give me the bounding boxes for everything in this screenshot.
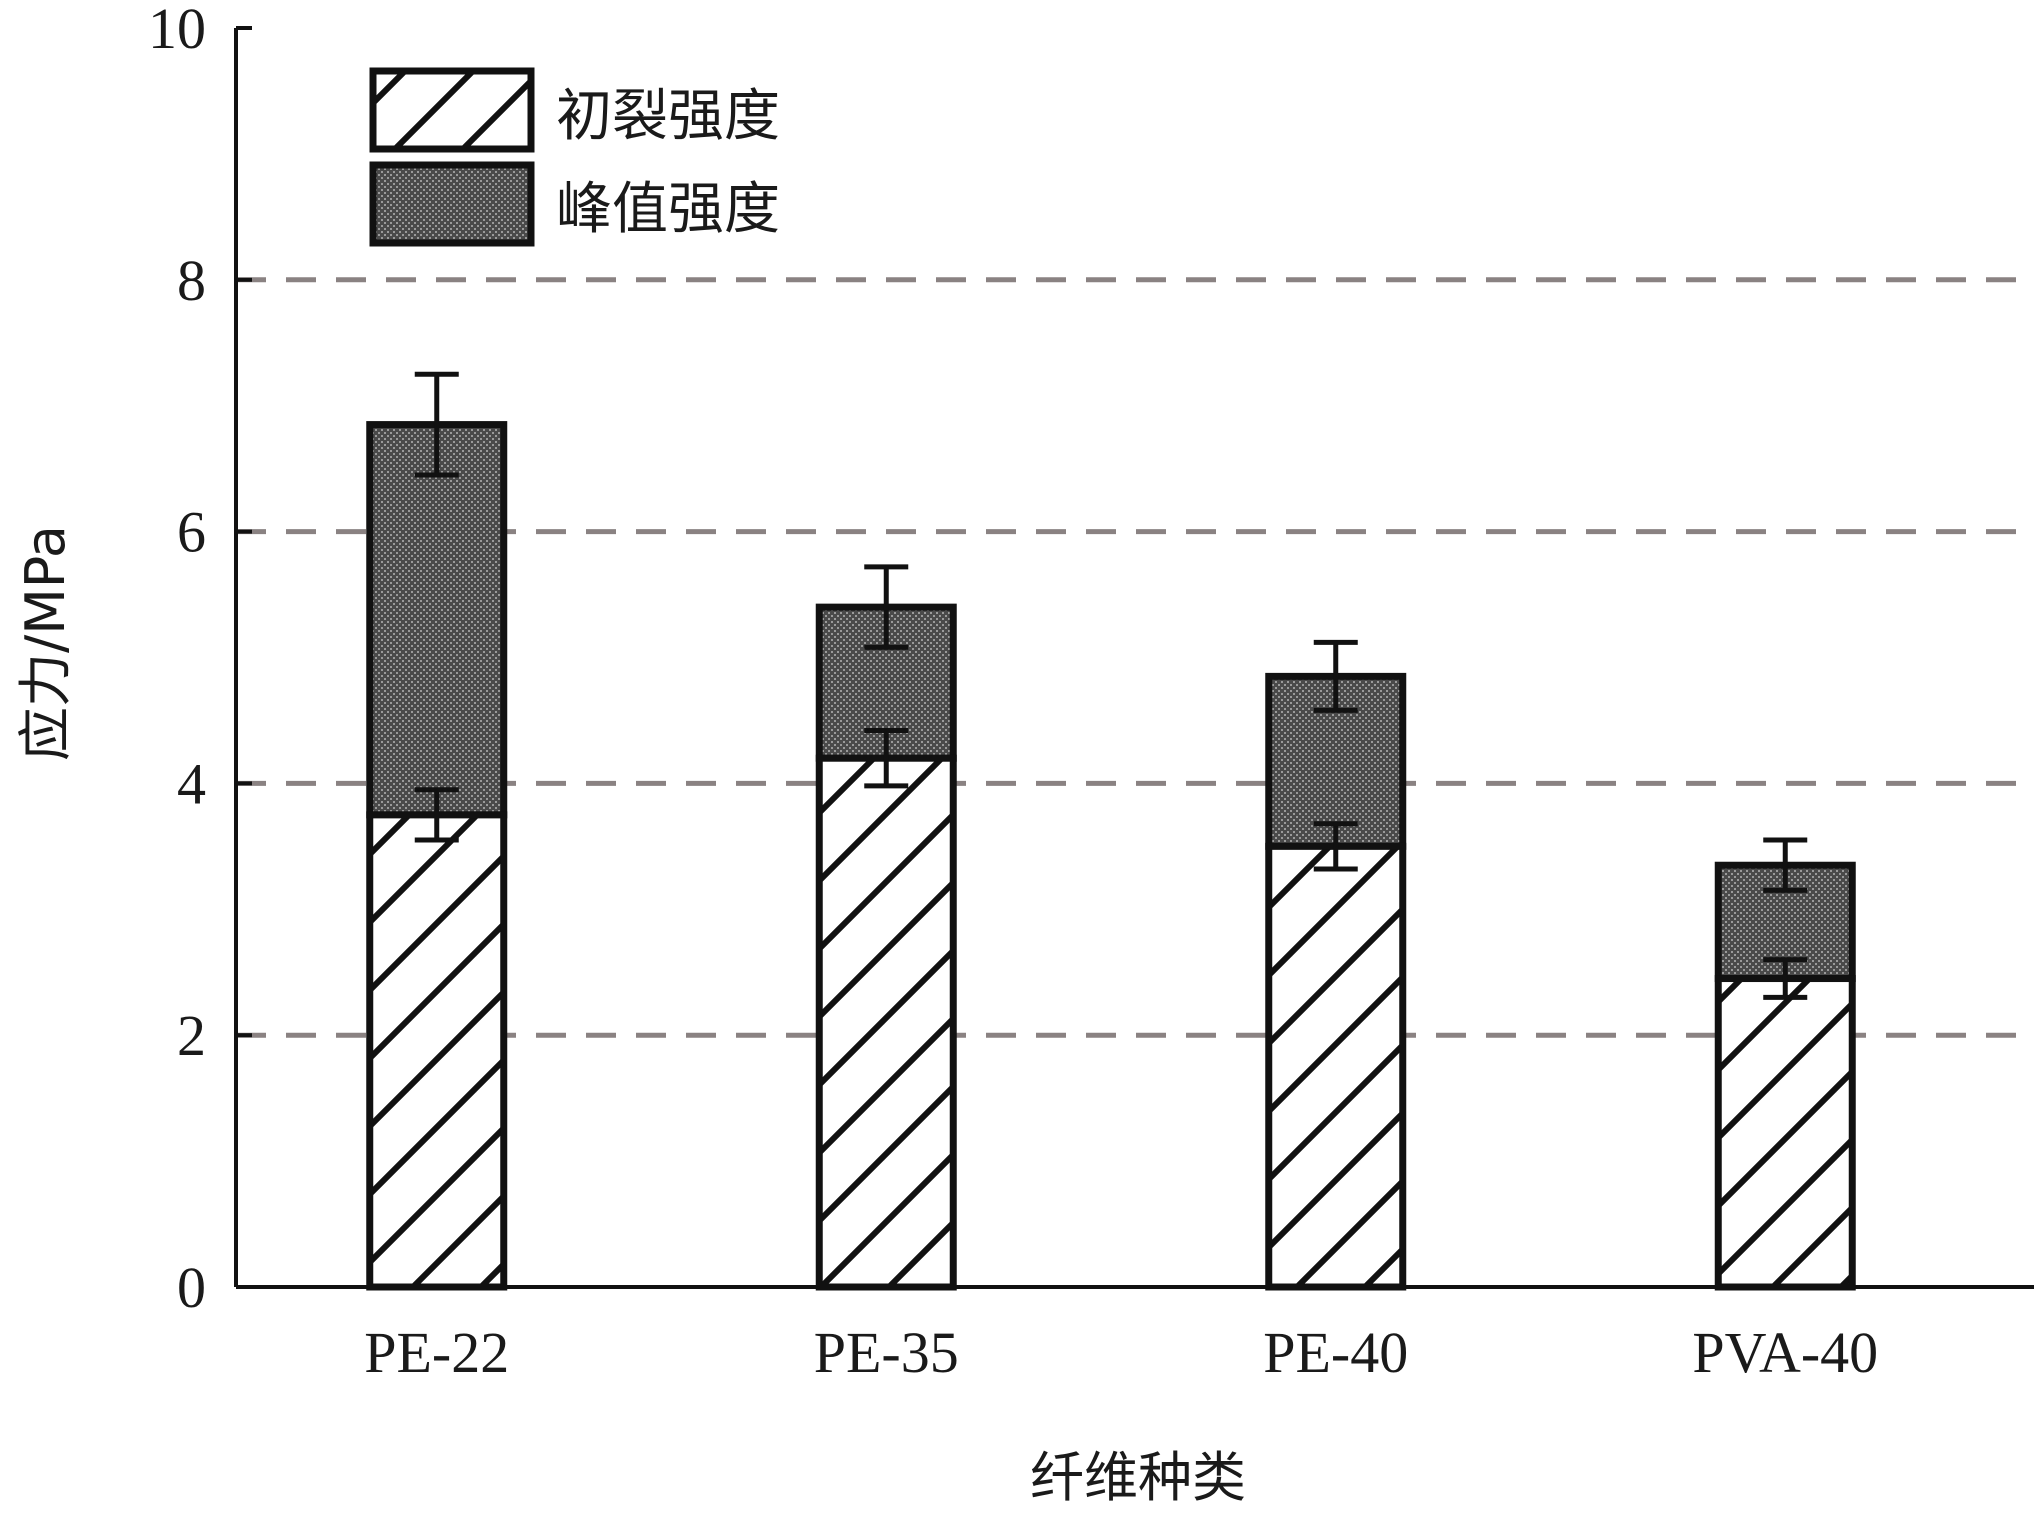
bar-first-crack-strength bbox=[815, 754, 957, 1291]
y-tick-label: 10 bbox=[148, 0, 206, 61]
bar-first-crack-strength bbox=[1714, 975, 1856, 1291]
y-tick-label: 6 bbox=[177, 500, 206, 565]
y-tick-label: 4 bbox=[177, 751, 206, 816]
bar-first-crack-strength bbox=[366, 811, 508, 1291]
axes: PE-22 PE-35 PE-40 PVA-40 0 2 4 6 8 10 bbox=[148, 0, 2034, 1385]
x-axis-title: 纤维种类 bbox=[1030, 1446, 1246, 1509]
y-tick-label: 0 bbox=[177, 1255, 206, 1320]
x-tick-label: PE-40 bbox=[1263, 1320, 1408, 1385]
error-bar-first-crack bbox=[1763, 957, 1808, 1000]
legend-swatch-hatch bbox=[369, 67, 535, 153]
bar-peak-strength bbox=[366, 421, 508, 819]
error-bar-peak bbox=[1763, 837, 1808, 893]
y-tick-label: 2 bbox=[177, 1003, 206, 1068]
bar-first-crack-strength bbox=[1265, 842, 1407, 1291]
x-tick-label: PVA-40 bbox=[1692, 1320, 1878, 1385]
legend-swatch-stipple bbox=[369, 161, 535, 247]
error-bar-first-crack bbox=[864, 728, 909, 789]
legend-label-peak: 峰值强度 bbox=[556, 177, 780, 242]
error-bar-peak bbox=[414, 371, 459, 478]
x-tick-label: PE-22 bbox=[364, 1320, 509, 1385]
error-bar-first-crack bbox=[414, 787, 459, 843]
error-bar-peak bbox=[1313, 639, 1358, 713]
error-bar-first-crack bbox=[1313, 821, 1358, 872]
x-tick-label: PE-35 bbox=[814, 1320, 959, 1385]
legend: 初裂强度 峰值强度 bbox=[369, 67, 780, 247]
y-tick-label: 8 bbox=[177, 248, 206, 313]
y-axis-title: 应力/MPa bbox=[14, 525, 77, 761]
bars bbox=[366, 371, 1856, 1291]
error-bar-peak bbox=[864, 564, 909, 650]
legend-label-first-crack: 初裂强度 bbox=[556, 84, 780, 149]
